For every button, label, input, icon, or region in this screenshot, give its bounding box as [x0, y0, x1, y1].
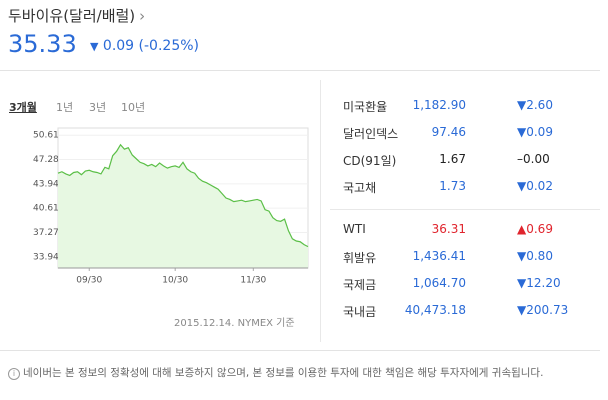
- change-value: 2.60: [526, 98, 553, 112]
- y-tick-label: 47.28: [33, 155, 59, 165]
- row-value: 1,182.90: [412, 98, 466, 112]
- row-value: 1,436.41: [412, 249, 466, 263]
- change-value: 0.02: [526, 179, 553, 193]
- tab[interactable]: 3년: [89, 101, 107, 114]
- row-name: 휘발유: [343, 251, 377, 265]
- change-value: 12.20: [526, 276, 561, 290]
- down-icon: ▼: [517, 179, 527, 193]
- y-tick-label: 40.61: [33, 204, 59, 214]
- row-change: ▼200.73: [517, 303, 568, 317]
- chart: 50.61 47.28 43.94 40.61 37.27 33.94 09/30 10/30…: [33, 127, 309, 286]
- x-tick-label: 09/30: [76, 276, 102, 286]
- tab[interactable]: 3개월: [9, 101, 37, 114]
- row-value: 97.46: [431, 125, 466, 139]
- down-icon: ▼: [517, 303, 527, 317]
- down-icon: ▼: [90, 40, 99, 53]
- change-value: 200.73: [526, 303, 569, 317]
- row-name: 국내금: [343, 305, 377, 319]
- row-name: 달러인덱스: [343, 127, 399, 141]
- up-icon: ▲: [517, 222, 527, 236]
- change-value: 0.69: [526, 222, 553, 236]
- row-name: 국고채: [343, 181, 377, 195]
- y-tick-label: 50.61: [33, 131, 59, 141]
- down-icon: ▼: [517, 125, 527, 139]
- row-change: ▼0.09: [517, 125, 553, 139]
- flat-icon: –: [517, 152, 523, 166]
- tab[interactable]: 1년: [56, 101, 74, 114]
- change-value: 0.09: [526, 125, 553, 139]
- chevron[interactable]: ›: [139, 7, 146, 25]
- x-tick-label: 10/30: [162, 276, 188, 286]
- row-value: 1.73: [439, 179, 466, 193]
- line: [57, 143, 309, 248]
- title-text[interactable]: 두바이유(달러/배럴): [8, 7, 136, 25]
- row-change: ▼12.20: [517, 276, 561, 290]
- row-change: ▼0.80: [517, 249, 553, 263]
- y-tick-label: 37.27: [33, 228, 59, 238]
- divider: [0, 350, 600, 351]
- change: ▼ 0.09 (-0.25%): [90, 38, 199, 54]
- x-tick-label: 11/30: [240, 276, 266, 286]
- price: 35.33: [8, 30, 77, 58]
- row-change: –0.00: [517, 152, 550, 166]
- area: [58, 144, 308, 268]
- change-value: 0.09: [102, 38, 135, 54]
- change-value: 0.00: [523, 152, 550, 166]
- row-change: ▼0.02: [517, 179, 553, 193]
- row-name: WTI: [343, 222, 366, 236]
- divider: [0, 70, 600, 71]
- divider: [330, 209, 600, 210]
- row-change: ▲0.69: [517, 222, 553, 236]
- chart-note: 2015.12.14. NYMEX 기준: [174, 318, 295, 329]
- row-value: 1,064.70: [412, 276, 466, 290]
- row-name: CD(91일): [343, 154, 397, 168]
- row-value: 36.31: [431, 222, 466, 236]
- footer-text: 네이버는 본 정보의 정확성에 대해 보증하지 않으며, 본 정보를 이용한 투…: [23, 367, 544, 379]
- info-icon: i: [8, 368, 20, 380]
- down-icon: ▼: [517, 276, 527, 290]
- row-name: 국제금: [343, 278, 377, 292]
- row-change: ▼2.60: [517, 98, 553, 112]
- footer: i 네이버는 본 정보의 정확성에 대해 보증하지 않으며, 본 정보를 이용한 …: [8, 365, 543, 380]
- row-name: 미국환율: [343, 100, 388, 114]
- change-value: 0.80: [526, 249, 553, 263]
- tab[interactable]: 10년: [121, 101, 146, 114]
- row-value: 40,473.18: [404, 303, 466, 317]
- change-pct: (-0.25%): [138, 38, 199, 54]
- down-icon: ▼: [517, 249, 527, 263]
- down-icon: ▼: [517, 98, 527, 112]
- y-tick-label: 33.94: [33, 252, 59, 262]
- row-value: 1.67: [439, 152, 466, 166]
- title[interactable]: 두바이유(달러/배럴) ›: [8, 5, 145, 26]
- y-tick-label: 43.94: [33, 179, 59, 189]
- divider: [320, 80, 321, 342]
